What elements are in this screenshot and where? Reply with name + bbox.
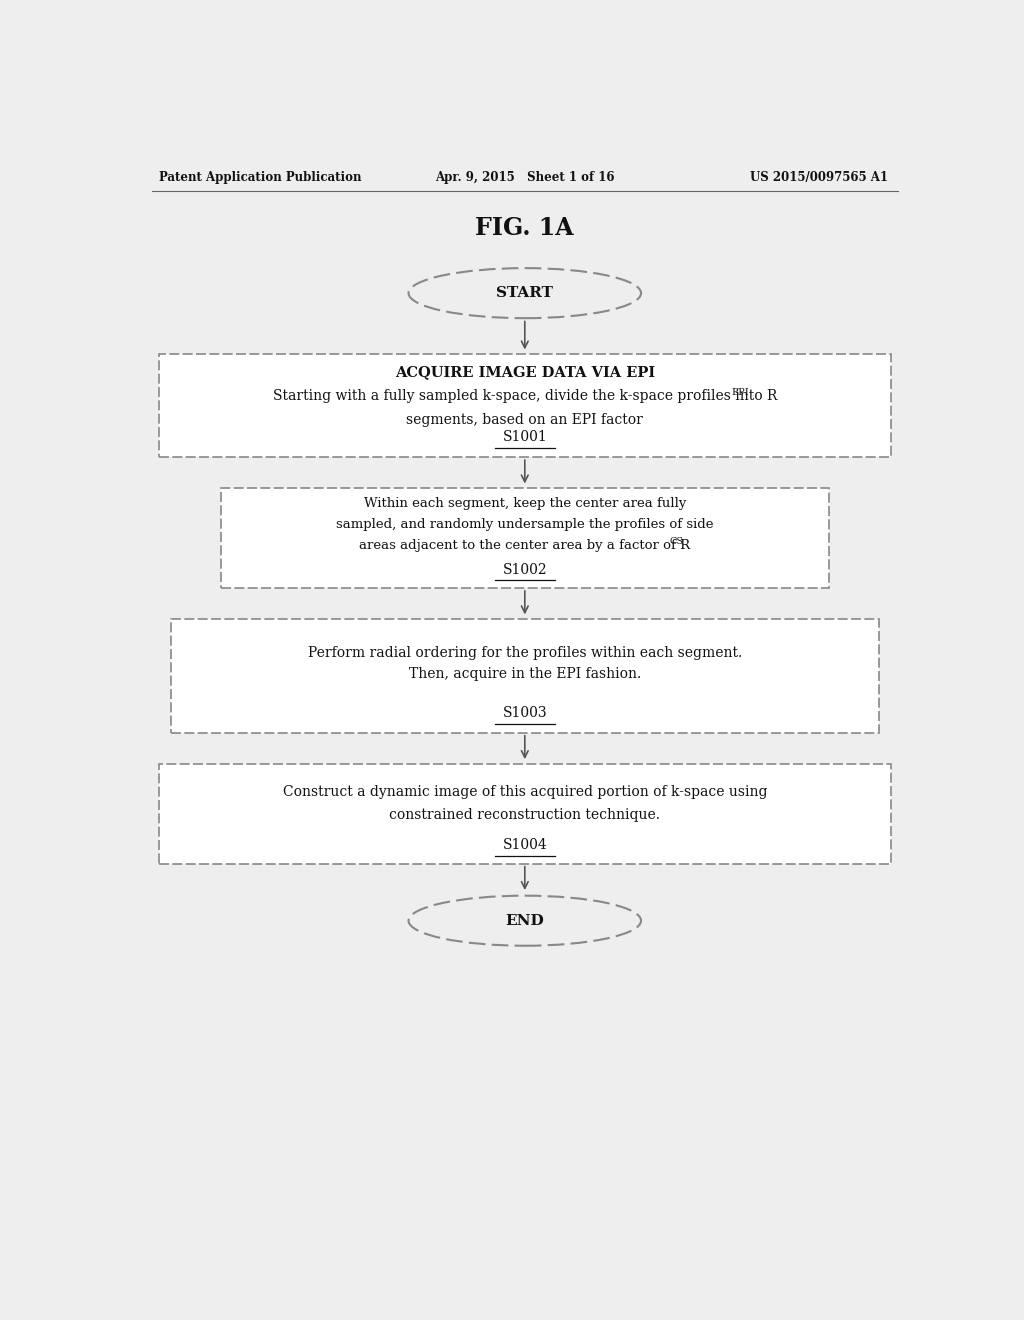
Text: START: START: [497, 286, 553, 300]
Text: Starting with a fully sampled k-space, divide the k-space profiles into R: Starting with a fully sampled k-space, d…: [272, 389, 777, 404]
FancyBboxPatch shape: [171, 619, 879, 733]
Text: END: END: [506, 913, 544, 928]
Text: FIG. 1A: FIG. 1A: [475, 215, 574, 240]
Text: segments, based on an EPI factor: segments, based on an EPI factor: [407, 413, 643, 426]
Text: sampled, and randomly undersample the profiles of side: sampled, and randomly undersample the pr…: [336, 517, 714, 531]
Text: EPI: EPI: [731, 388, 749, 397]
Text: Apr. 9, 2015   Sheet 1 of 16: Apr. 9, 2015 Sheet 1 of 16: [435, 172, 614, 185]
Text: S1004: S1004: [503, 838, 547, 853]
Text: S1001: S1001: [503, 430, 547, 444]
FancyBboxPatch shape: [221, 488, 828, 589]
Text: US 2015/0097565 A1: US 2015/0097565 A1: [750, 172, 888, 185]
Text: Patent Application Publication: Patent Application Publication: [159, 172, 361, 185]
Text: S1002: S1002: [503, 562, 547, 577]
Text: Then, acquire in the EPI fashion.: Then, acquire in the EPI fashion.: [409, 668, 641, 681]
FancyBboxPatch shape: [159, 763, 891, 863]
Text: Perform radial ordering for the profiles within each segment.: Perform radial ordering for the profiles…: [307, 645, 742, 660]
Text: constrained reconstruction technique.: constrained reconstruction technique.: [389, 808, 660, 821]
Text: Within each segment, keep the center area fully: Within each segment, keep the center are…: [364, 498, 686, 511]
Text: Construct a dynamic image of this acquired portion of k-space using: Construct a dynamic image of this acquir…: [283, 785, 767, 799]
Text: CS: CS: [670, 537, 684, 546]
FancyBboxPatch shape: [159, 354, 891, 457]
Text: ACQUIRE IMAGE DATA VIA EPI: ACQUIRE IMAGE DATA VIA EPI: [394, 364, 655, 379]
Text: areas adjacent to the center area by a factor of R: areas adjacent to the center area by a f…: [359, 539, 690, 552]
Text: S1003: S1003: [503, 706, 547, 719]
